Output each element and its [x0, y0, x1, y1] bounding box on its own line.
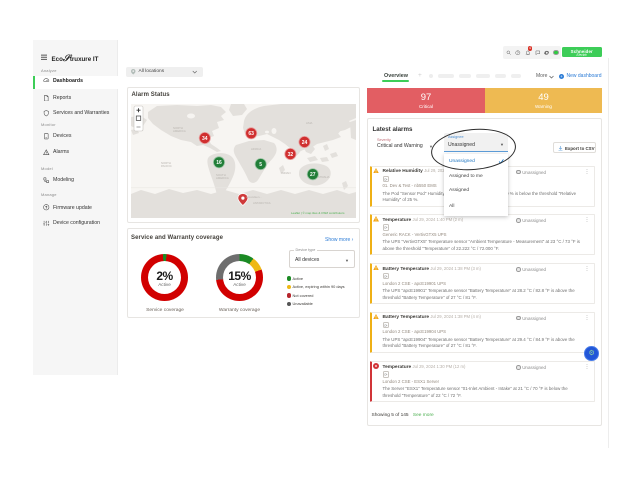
svg-text:24: 24 — [302, 140, 308, 146]
svg-text:ANTARCTICA: ANTARCTICA — [253, 201, 271, 205]
svg-text:63: 63 — [248, 131, 254, 137]
svg-text:NORTH: NORTH — [161, 161, 171, 165]
svg-text:AFRICA: AFRICA — [251, 147, 261, 151]
svg-text:AUSTRALIA: AUSTRALIA — [314, 175, 330, 179]
svg-text:ASIA: ASIA — [306, 121, 313, 125]
svg-text:32: 32 — [288, 152, 294, 158]
svg-text:Leaflet | © map tiles & OSM co: Leaflet | © map tiles & OSM contributors — [291, 211, 345, 215]
svg-text:34: 34 — [202, 136, 208, 142]
svg-text:AMERICA: AMERICA — [173, 129, 186, 133]
svg-text:16: 16 — [216, 160, 222, 166]
svg-text:5: 5 — [259, 162, 262, 168]
svg-text:NORTH: NORTH — [173, 126, 183, 130]
svg-text:27: 27 — [310, 172, 316, 178]
svg-text:SOUTH: SOUTH — [216, 173, 226, 177]
svg-text:PACIFIC: PACIFIC — [161, 164, 172, 168]
svg-text:Amundsen...: Amundsen... — [246, 195, 262, 199]
svg-text:INDIAN: INDIAN — [281, 171, 290, 175]
svg-text:AMERICA: AMERICA — [216, 176, 229, 180]
